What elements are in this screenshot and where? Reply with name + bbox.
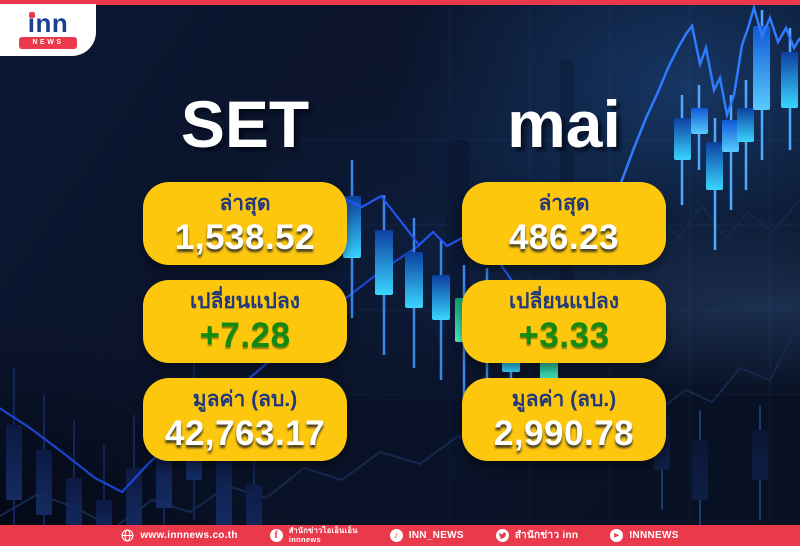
set-column: SET ล่าสุด 1,538.52 เปลี่ยนแปลง +7.28 มู… [143,88,347,461]
youtube-icon: ▶ [610,529,624,542]
footer-youtube: ▶ INNNEWS [610,529,678,542]
mai-latest-card: ล่าสุด 486.23 [462,182,666,265]
footer-twitter: สำนักข่าว inn [495,528,579,543]
mai-change-card: เปลี่ยนแปลง +3.33 [462,280,666,363]
set-title: SET [180,87,310,161]
logo-red-dot [28,12,35,18]
card-label: ล่าสุด [538,192,590,215]
footer-bar: www.innnews.co.th f สำนักข่าวไอเอ็นเอ็น … [0,525,800,546]
twitter-icon [495,529,509,542]
footer-website: www.innnews.co.th [121,529,238,542]
mai-column: mai ล่าสุด 486.23 เปลี่ยนแปลง +3.33 มูลค… [462,88,666,461]
twitter-label: สำนักข่าว inn [514,530,579,541]
footer-tiktok: ♪ INN_NEWS [389,529,464,542]
card-value: 2,990.78 [493,414,635,453]
card-label: มูลค่า (ลบ.) [511,388,617,411]
footer-facebook: f สำนักข่าวไอเอ็นเอ็น innnews [269,525,358,544]
tiktok-label: INN_NEWS [408,530,464,541]
card-label: เปลี่ยนแปลง [508,290,620,313]
right-candles [654,10,798,540]
tiktok-icon: ♪ [389,529,403,542]
set-value-card: มูลค่า (ลบ.) 42,763.17 [143,378,347,461]
inn-news-logo: ınn NEWS [0,4,96,56]
card-label: ล่าสุด [219,192,271,215]
youtube-label: INNNEWS [629,530,679,541]
card-label: มูลค่า (ลบ.) [192,388,298,411]
globe-icon [121,529,134,542]
dark-trend-lines [0,199,800,530]
logo-news-badge: NEWS [19,37,77,49]
mai-title: mai [507,87,621,161]
right-trend-line [606,3,800,216]
mai-value-card: มูลค่า (ลบ.) 2,990.78 [462,378,666,461]
set-latest-card: ล่าสุด 1,538.52 [143,182,347,265]
card-value: 486.23 [508,218,620,257]
card-value: +3.33 [518,316,610,355]
facebook-icon: f [269,529,283,542]
set-change-card: เปลี่ยนแปลง +7.28 [143,280,347,363]
website-label: www.innnews.co.th [140,530,238,541]
card-value: 1,538.52 [174,218,316,257]
card-label: เปลี่ยนแปลง [189,290,301,313]
card-value: +7.28 [199,316,291,355]
facebook-label: สำนักข่าวไอเอ็นเอ็น innnews [288,525,358,544]
logo-wordmark: ınn [27,8,69,38]
top-red-bar [0,0,800,5]
card-value: 42,763.17 [164,414,326,453]
